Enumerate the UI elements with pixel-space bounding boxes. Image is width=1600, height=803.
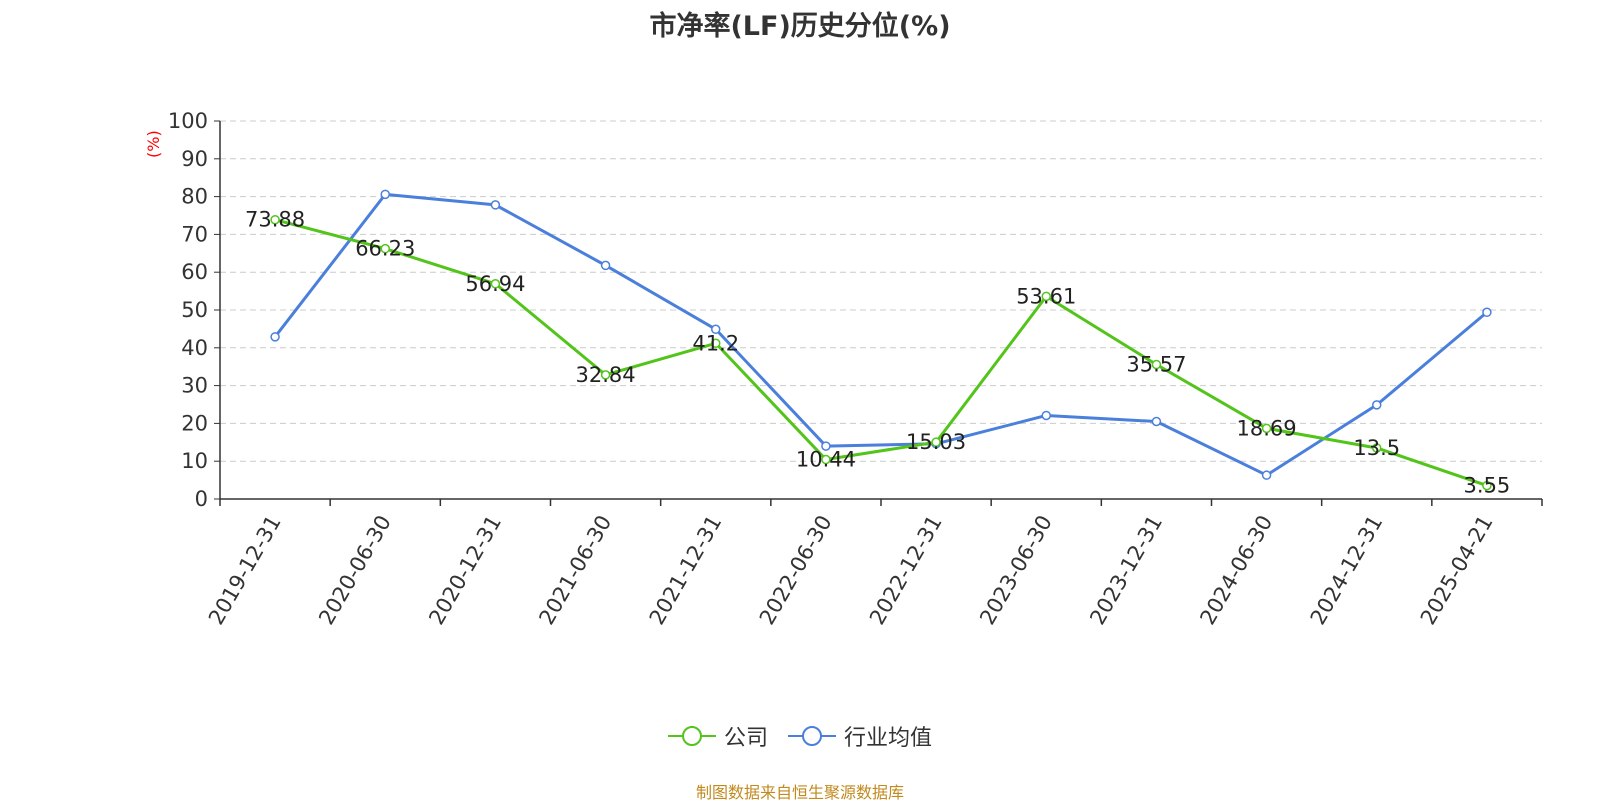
y-tick-label: 80: [181, 185, 208, 209]
data-label-company: 66.23: [355, 237, 415, 261]
y-tick-label: 50: [181, 298, 208, 322]
x-tick-label: 2021-06-30: [534, 511, 616, 629]
data-point-industry: [1261, 470, 1272, 480]
y-tick-label: 20: [181, 411, 208, 435]
data-point-industry: [270, 332, 280, 342]
x-tick-label: 2019-12-31: [204, 511, 286, 629]
data-label-company: 15.03: [906, 430, 966, 454]
legend: 公司 行业均值: [0, 720, 1600, 752]
legend-company-line-icon: [667, 726, 716, 746]
legend-label-industry: 行业均值: [844, 726, 933, 751]
data-point-company: [1041, 291, 1051, 302]
y-tick-label: 0: [195, 487, 208, 511]
data-point-company: [931, 437, 941, 447]
data-point-company: [1372, 443, 1382, 453]
x-tick-label: 2022-12-31: [865, 511, 947, 629]
x-tick-label: 2025-04-21: [1416, 511, 1498, 629]
y-tick-label: 30: [181, 374, 208, 398]
data-label-company: 32.84: [576, 363, 636, 387]
series-line-industry: [273, 192, 1488, 477]
data-point-industry: [490, 200, 501, 210]
x-tick-label: 2023-12-31: [1085, 511, 1167, 629]
x-tick-label: 2020-12-31: [424, 511, 506, 629]
data-label-company: 56.94: [465, 272, 525, 296]
data-point-industry: [1482, 307, 1492, 318]
data-label-company: 10.44: [796, 448, 856, 472]
data-point-industry: [1041, 410, 1051, 421]
chart-title: 市净率(LF)历史分位(%): [649, 11, 951, 42]
data-point-industry: [711, 324, 721, 335]
y-tick-label: 60: [181, 260, 208, 284]
data-label-company: 73.88: [245, 208, 305, 232]
data-point-industry: [821, 441, 831, 451]
data-point-company: [600, 370, 611, 380]
data-point-company: [490, 279, 501, 289]
data-point-company: [270, 214, 280, 225]
x-tick-label: 2021-12-31: [645, 511, 727, 629]
x-tick-label: 2023-06-30: [975, 511, 1057, 629]
x-tick-label: 2024-12-31: [1306, 511, 1388, 629]
legend-item-company[interactable]: 公司: [667, 720, 768, 752]
data-point-company: [821, 454, 831, 465]
legend-label-company: 公司: [723, 726, 768, 751]
data-label-company: 35.57: [1126, 353, 1186, 377]
data-point-company: [711, 338, 721, 349]
data-label-company: 18.69: [1237, 416, 1297, 440]
data-point-industry: [380, 189, 390, 200]
data-point-industry: [1151, 416, 1162, 427]
data-label-company: 3.55: [1464, 474, 1511, 498]
series-line-company: [274, 218, 1488, 488]
legend-industry-line-icon: [788, 726, 836, 746]
data-point-company: [1482, 480, 1492, 491]
source-note: 制图数据来自恒生聚源数据库: [695, 783, 904, 802]
data-label-company: 41.2: [692, 331, 739, 355]
data-point-industry: [600, 260, 611, 271]
y-tick-label: 70: [181, 222, 208, 246]
y-tick-label: 10: [181, 449, 208, 473]
data-point-company: [380, 243, 390, 254]
y-tick-label: 100: [168, 109, 208, 133]
x-tick-label: 2024-06-30: [1195, 511, 1277, 629]
data-label-company: 53.61: [1016, 284, 1076, 308]
data-label-company: 13.5: [1353, 436, 1400, 460]
x-tick-label: 2022-06-30: [755, 511, 837, 629]
y-tick-label: 40: [181, 336, 208, 360]
legend-item-industry[interactable]: 行业均值: [788, 720, 932, 752]
x-tick-label: 2020-06-30: [314, 511, 396, 629]
data-point-company: [1261, 423, 1272, 434]
data-point-company: [1151, 359, 1162, 370]
y-tick-label: 90: [181, 147, 208, 171]
data-point-industry: [1372, 400, 1382, 410]
